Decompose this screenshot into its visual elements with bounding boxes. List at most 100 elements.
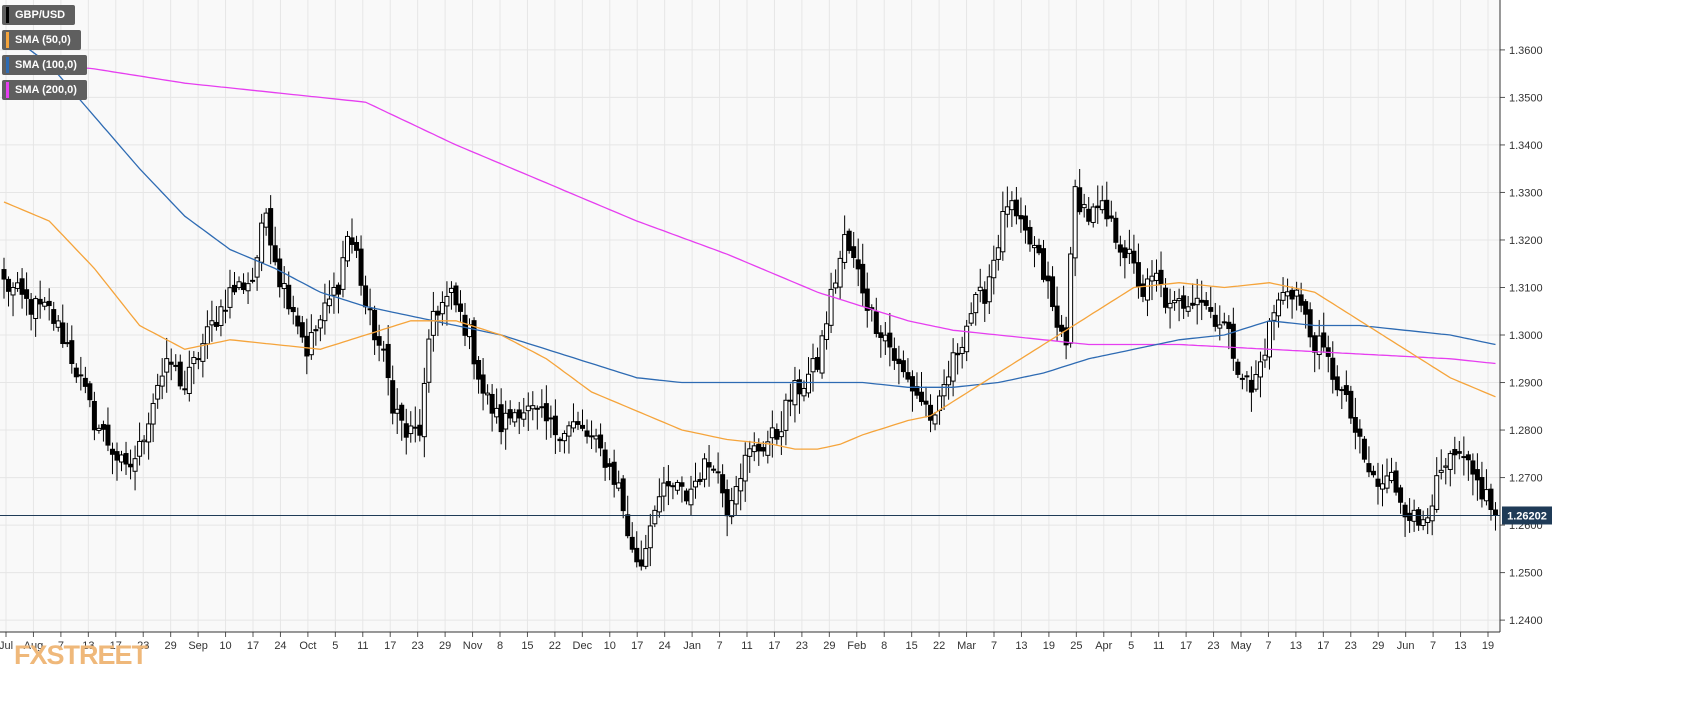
candle-body xyxy=(973,294,979,314)
x-tick-label: 17 xyxy=(1317,640,1329,652)
candle-body xyxy=(241,282,247,291)
candle-body xyxy=(738,478,744,492)
candle-body xyxy=(923,400,929,405)
candle-body xyxy=(1438,469,1444,473)
legend-item-sma50[interactable]: SMA (50,0) xyxy=(2,30,81,50)
candle-body xyxy=(37,298,43,305)
candle-body xyxy=(1402,504,1408,518)
candle-body xyxy=(670,485,676,488)
candle-body xyxy=(1072,186,1078,259)
legend-swatch-sma100 xyxy=(6,57,9,73)
candle-body xyxy=(1185,306,1191,312)
candle-body xyxy=(15,282,21,289)
candle-body xyxy=(525,405,531,412)
x-tick-label: 11 xyxy=(741,640,752,652)
candle-body xyxy=(358,248,364,286)
candle-body xyxy=(1095,205,1101,209)
legend-item-sma100[interactable]: SMA (100,0) xyxy=(2,55,87,75)
y-tick-label: 1.2700 xyxy=(1509,473,1543,485)
candle-body xyxy=(295,315,301,327)
candle-body xyxy=(381,348,387,351)
candle-body xyxy=(1203,300,1209,306)
candle-body xyxy=(286,284,292,310)
legend-label-sma100: SMA (100,0) xyxy=(15,59,77,71)
x-tick-label: 17 xyxy=(1180,640,1192,652)
candle-body xyxy=(10,287,16,296)
candle-body xyxy=(905,372,911,380)
candle-body xyxy=(656,496,662,513)
x-tick-label: 10 xyxy=(604,640,616,652)
y-tick-label: 1.2500 xyxy=(1509,568,1543,580)
candle-body xyxy=(792,380,798,406)
x-tick-label: Nov xyxy=(463,640,483,652)
candle-body xyxy=(87,383,93,401)
x-tick-label: 23 xyxy=(1345,640,1357,652)
y-tick-label: 1.2800 xyxy=(1509,425,1543,437)
candle-body xyxy=(96,427,102,431)
candle-body xyxy=(570,421,576,429)
candle-body xyxy=(561,433,567,442)
candle-body xyxy=(1298,294,1304,306)
candle-body xyxy=(1271,312,1277,321)
legend-label-sma50: SMA (50,0) xyxy=(15,34,71,46)
candle-body xyxy=(638,559,644,567)
candle-body xyxy=(1081,204,1087,209)
y-tick-label: 1.3100 xyxy=(1509,282,1543,294)
candle-body xyxy=(796,379,802,395)
candle-body xyxy=(860,263,866,294)
x-tick-label: 25 xyxy=(1070,640,1082,652)
x-tick-label: 24 xyxy=(274,640,286,652)
candle-body xyxy=(146,423,152,443)
candle-body xyxy=(204,326,210,345)
candle-body xyxy=(1117,244,1123,253)
candle-body xyxy=(1099,200,1105,211)
candle-body xyxy=(787,399,793,402)
y-tick-label: 1.3200 xyxy=(1509,235,1543,247)
x-tick-label: 7 xyxy=(716,640,722,652)
y-tick-label: 1.3000 xyxy=(1509,330,1543,342)
candle-body xyxy=(747,448,753,457)
candle-body xyxy=(521,412,527,420)
x-tick-label: 23 xyxy=(796,640,808,652)
legend-label-gbpusd: GBP/USD xyxy=(15,9,66,21)
candle-body xyxy=(1492,509,1498,516)
candle-body xyxy=(756,443,762,452)
x-tick-label: 7 xyxy=(1265,640,1271,652)
legend-item-sma200[interactable]: SMA (200,0) xyxy=(2,80,87,100)
legend-item-gbpusd[interactable]: GBP/USD xyxy=(2,5,76,25)
candle-body xyxy=(313,329,319,332)
candle-body xyxy=(589,435,595,438)
candle-body xyxy=(1050,276,1056,308)
x-tick-label: 23 xyxy=(1207,640,1219,652)
candle-body xyxy=(335,284,341,295)
x-tick-label: 7 xyxy=(991,640,997,652)
candle-body xyxy=(281,283,287,290)
candle-body xyxy=(1479,477,1485,500)
candle-body xyxy=(842,234,848,263)
candle-body xyxy=(950,352,956,382)
brand-logo: FXSTREET xyxy=(14,640,148,670)
candle-body xyxy=(1,269,7,280)
last-price-label: 1.26202 xyxy=(1507,510,1547,522)
y-tick-label: 1.3500 xyxy=(1509,92,1543,104)
last-price-badge xyxy=(1502,506,1552,525)
candle-body xyxy=(557,438,563,442)
candle-body xyxy=(417,424,423,436)
candle-body xyxy=(1027,226,1033,245)
candle-body xyxy=(602,449,608,468)
candle-body xyxy=(173,364,179,367)
candle-body xyxy=(78,374,84,377)
candle-body xyxy=(896,358,902,365)
candle-body xyxy=(819,335,825,374)
x-tick-label: 5 xyxy=(1128,640,1134,652)
x-tick-label: 8 xyxy=(497,640,503,652)
x-tick-label: 7 xyxy=(1430,640,1436,652)
candle-body xyxy=(1068,253,1074,344)
candle-body xyxy=(1343,385,1349,396)
candle-body xyxy=(665,481,671,487)
candle-body xyxy=(711,468,717,471)
candle-body xyxy=(864,288,870,311)
candle-body xyxy=(995,247,1001,260)
candle-body xyxy=(363,285,369,308)
